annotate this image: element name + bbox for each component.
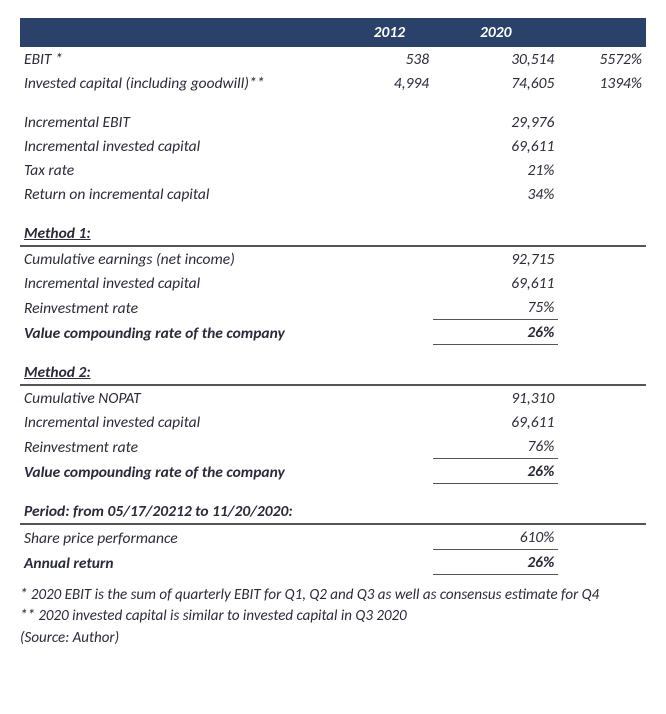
footnotes: * 2020 EBIT is the sum of quarterly EBIT…	[20, 585, 646, 648]
label: Reinvestment rate	[20, 434, 346, 459]
val-2020: 30,514	[433, 47, 558, 71]
label: Tax rate	[20, 158, 346, 182]
row-inc-ebit: Incremental EBIT 29,976	[20, 110, 646, 134]
val: 610%	[433, 524, 558, 550]
label: Incremental invested capital	[20, 410, 346, 434]
header-2012: 2012	[346, 18, 434, 47]
m1-row-earnings: Cumulative earnings (net income) 92,715	[20, 246, 646, 271]
label: Share price performance	[20, 524, 346, 550]
val: 75%	[433, 295, 558, 320]
val: 91,310	[433, 385, 558, 410]
val: 26%	[433, 550, 558, 575]
label: Return on incremental capital	[20, 182, 346, 206]
label: Value compounding rate of the company	[20, 320, 346, 345]
footnote-2: ** 2020 invested capital is similar to i…	[20, 606, 646, 626]
label: Annual return	[20, 550, 346, 575]
label: Reinvestment rate	[20, 295, 346, 320]
m2-result: Value compounding rate of the company 26…	[20, 459, 646, 484]
m1-result: Value compounding rate of the company 26…	[20, 320, 646, 345]
label: EBIT *	[20, 47, 346, 71]
val-2020: 74,605	[433, 71, 558, 95]
method1-title: Method 1:	[20, 221, 646, 246]
label: Invested capital (including goodwill)**	[20, 71, 346, 95]
label: Cumulative earnings (net income)	[20, 246, 346, 271]
val-pct: 1394%	[558, 71, 646, 95]
val-2012: 538	[346, 47, 434, 71]
label: Incremental invested capital	[20, 134, 346, 158]
m2-row-nopat: Cumulative NOPAT 91,310	[20, 385, 646, 410]
period-title: Period: from 05/17/20212 to 11/20/2020:	[20, 499, 646, 524]
val: 21%	[433, 158, 558, 182]
val: 92,715	[433, 246, 558, 271]
val: 69,611	[433, 134, 558, 158]
m2-row-inc-capital: Incremental invested capital 69,611	[20, 410, 646, 434]
row-roic: Return on incremental capital 34%	[20, 182, 646, 206]
row-ebit: EBIT * 538 30,514 5572%	[20, 47, 646, 71]
val-2012: 4,994	[346, 71, 434, 95]
label: Incremental invested capital	[20, 271, 346, 295]
financial-table: 2012 2020 EBIT * 538 30,514 5572% Invest…	[20, 18, 646, 575]
m2-row-reinvest: Reinvestment rate 76%	[20, 434, 646, 459]
label: Value compounding rate of the company	[20, 459, 346, 484]
row-invested-capital: Invested capital (including goodwill)** …	[20, 71, 646, 95]
val: 29,976	[433, 110, 558, 134]
period-row-perf: Share price performance 610%	[20, 524, 646, 550]
val: 69,611	[433, 410, 558, 434]
header-row: 2012 2020	[20, 18, 646, 47]
row-inc-capital: Incremental invested capital 69,611	[20, 134, 646, 158]
footnote-1: * 2020 EBIT is the sum of quarterly EBIT…	[20, 585, 646, 605]
header-2020: 2020	[433, 18, 558, 47]
label: Cumulative NOPAT	[20, 385, 346, 410]
val: 76%	[433, 434, 558, 459]
row-tax-rate: Tax rate 21%	[20, 158, 646, 182]
m1-row-reinvest: Reinvestment rate 75%	[20, 295, 646, 320]
val: 69,611	[433, 271, 558, 295]
method2-title: Method 2:	[20, 360, 646, 385]
val: 26%	[433, 320, 558, 345]
val: 34%	[433, 182, 558, 206]
period-result: Annual return 26%	[20, 550, 646, 575]
val: 26%	[433, 459, 558, 484]
footnote-3: (Source: Author)	[20, 628, 646, 648]
m1-row-inc-capital: Incremental invested capital 69,611	[20, 271, 646, 295]
val-pct: 5572%	[558, 47, 646, 71]
label: Incremental EBIT	[20, 110, 346, 134]
